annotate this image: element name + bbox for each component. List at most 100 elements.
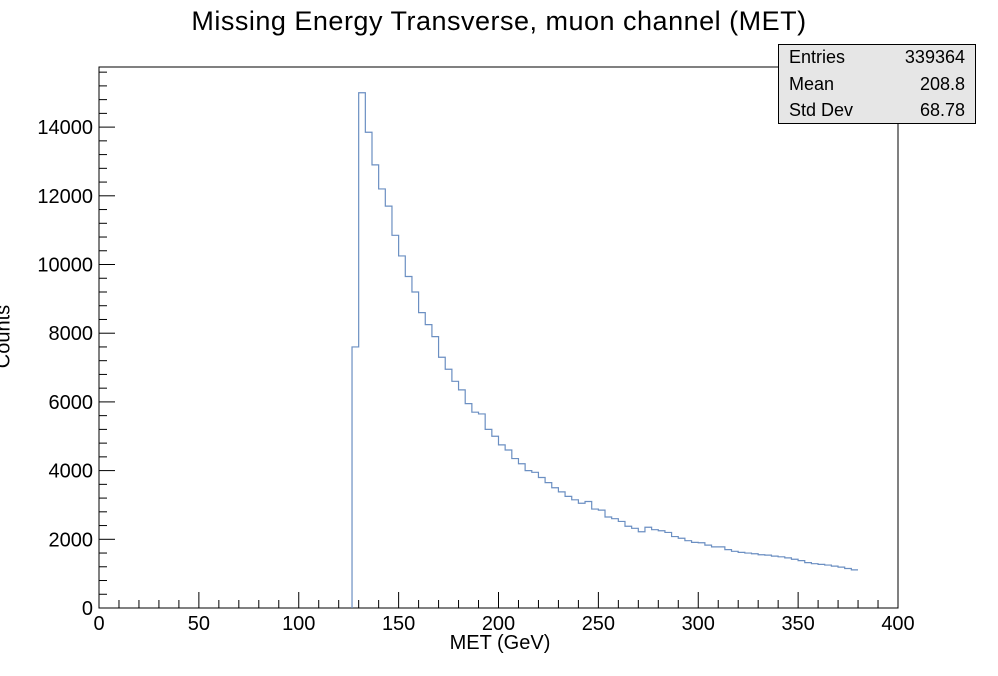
histogram-outline (351, 92, 859, 608)
histogram-bin (645, 527, 652, 608)
stats-box: Entries 339364 Mean 208.8 Std Dev 68.78 (778, 44, 976, 124)
histogram-bin (558, 492, 565, 608)
stats-mean-value: 208.8 (919, 74, 965, 94)
histogram-bin (765, 555, 772, 608)
histogram-bin (485, 429, 492, 608)
histogram-bin (725, 550, 732, 608)
histogram-bin (498, 445, 505, 608)
histogram-bin (751, 554, 758, 608)
histogram-bin (831, 566, 838, 608)
histogram-bin (452, 381, 459, 608)
histogram-bin (552, 488, 559, 608)
histogram-bin (685, 541, 692, 608)
histogram-bin (392, 235, 399, 608)
histogram-bin (585, 502, 592, 608)
histogram-bin (798, 561, 805, 608)
histogram-bin (632, 528, 639, 608)
histogram-bin (399, 256, 406, 608)
histogram-bin (738, 552, 745, 608)
x-tick-label: 350 (781, 613, 814, 635)
histogram-bin (652, 530, 659, 608)
x-tick-label: 150 (382, 613, 415, 635)
histogram-bin (479, 414, 486, 608)
x-tick-label: 250 (582, 613, 615, 635)
x-tick-label: 100 (282, 613, 315, 635)
stats-entries-label: Entries (789, 47, 846, 67)
histogram-bin (365, 132, 372, 608)
histogram-bin (625, 526, 632, 608)
y-axis-label: Counts (0, 304, 15, 369)
histogram-bin (545, 483, 552, 608)
histogram-bin (439, 357, 446, 608)
histogram-bin (598, 510, 605, 608)
histogram-bin (838, 567, 845, 608)
y-tick-label: 10000 (37, 255, 93, 277)
histogram-bin (492, 436, 499, 608)
histogram-bin (512, 459, 519, 608)
histogram-bin (385, 206, 392, 608)
y-tick-label: 2000 (49, 529, 94, 551)
histogram-bin (372, 165, 379, 608)
histogram-bin (412, 292, 419, 608)
y-tick-label: 4000 (49, 461, 94, 483)
y-tick-label: 0 (82, 598, 93, 620)
histogram-bin (805, 563, 812, 608)
histogram-bin (472, 412, 479, 608)
x-axis-label: MET (GeV) (449, 632, 551, 654)
x-tick-label: 400 (881, 613, 914, 635)
stats-stddev-label: Std Dev (789, 100, 854, 120)
stats-mean-label: Mean (789, 74, 835, 94)
histogram-bin (758, 555, 765, 608)
histogram-bin (419, 313, 426, 608)
histogram-bin (459, 390, 466, 608)
y-tick-label: 14000 (37, 117, 93, 139)
histogram-bin (658, 531, 665, 608)
histogram-bin (851, 570, 858, 608)
histogram-bin (465, 404, 472, 608)
histogram-bin (565, 496, 572, 608)
histogram-bin (445, 369, 452, 608)
stats-row-mean: Mean 208.8 (779, 72, 975, 98)
histogram-bin (532, 472, 539, 608)
histogram-bin (405, 277, 412, 608)
stats-entries-value: 339364 (904, 47, 965, 67)
histogram-bin (538, 477, 545, 608)
histogram-bin (718, 547, 725, 608)
histogram-bin (745, 553, 752, 608)
histogram-bin (811, 564, 818, 608)
histogram-bin (525, 471, 532, 608)
histogram-bin (592, 509, 599, 608)
histogram-bin (572, 500, 579, 608)
histogram-bin (785, 558, 792, 608)
y-tick-label: 8000 (49, 323, 94, 345)
histogram-bin (605, 517, 612, 608)
histogram-bin (612, 519, 619, 608)
x-tick-label: 50 (188, 613, 210, 635)
histogram-bin (505, 450, 512, 608)
histogram-bin (678, 538, 685, 608)
histogram-bin (692, 542, 699, 608)
histogram-bin (352, 347, 359, 608)
histogram-bin (825, 565, 832, 608)
histogram-bin (771, 556, 778, 608)
histogram-bin (672, 537, 679, 608)
histogram-bin (791, 559, 798, 608)
histogram-bin (845, 568, 852, 608)
histogram-bin (732, 551, 739, 608)
histogram-bin (379, 189, 386, 608)
histogram-bin (665, 532, 672, 608)
x-tick-label: 0 (93, 613, 104, 635)
histogram-bin (425, 325, 432, 608)
histogram-bin (578, 503, 585, 608)
chart-title: Missing Energy Transverse, muon channel … (191, 6, 807, 36)
histogram-bin (698, 543, 705, 608)
y-tick-label: 12000 (37, 186, 93, 208)
stats-row-stddev: Std Dev 68.78 (779, 98, 975, 124)
histogram-bin (712, 547, 719, 608)
stats-stddev-value: 68.78 (919, 100, 965, 120)
x-tick-label: 300 (682, 613, 715, 635)
histogram-bin (638, 532, 645, 608)
histogram-bin (778, 557, 785, 608)
histogram-bin (432, 337, 439, 608)
